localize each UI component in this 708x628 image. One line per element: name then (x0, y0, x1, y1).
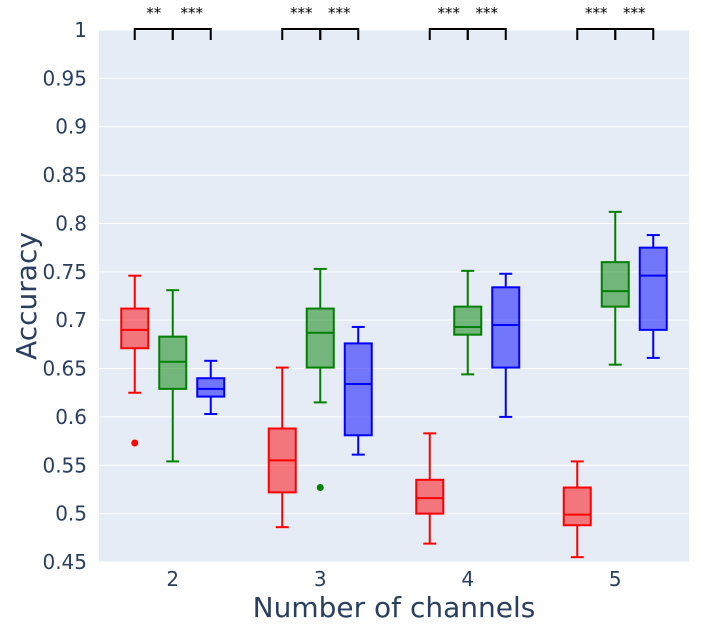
x-axis-title: Number of channels (253, 591, 536, 624)
y-tick-label: 0.7 (55, 308, 87, 332)
box (415, 432, 445, 545)
box-iqr (120, 307, 150, 350)
bracket-line (614, 28, 655, 40)
box-iqr (196, 377, 226, 398)
significance-bracket: *** (319, 4, 360, 40)
box-iqr (453, 305, 483, 336)
bracket-line (466, 28, 507, 40)
x-tick-label: 2 (166, 567, 179, 591)
x-tick-label: 5 (609, 567, 622, 591)
box (491, 272, 521, 418)
y-tick-label: 0.65 (42, 357, 87, 381)
y-tick-label: 0.6 (55, 405, 87, 429)
box (453, 269, 483, 376)
box-iqr (600, 261, 630, 308)
box-iqr (638, 246, 668, 331)
y-tick-label: 0.45 (42, 550, 87, 574)
box-iqr (343, 342, 373, 437)
box (638, 234, 668, 359)
box (158, 289, 188, 463)
significance-bracket: *** (614, 4, 655, 40)
significance-label: *** (438, 4, 461, 22)
bracket-line (171, 28, 212, 40)
box (196, 359, 226, 416)
x-tick-label: 4 (461, 567, 474, 591)
y-tick-label: 0.55 (42, 453, 87, 477)
y-axis-ticks: 0.45 0.5 0.55 0.6 0.65 0.7 0.75 0.8 0.85 0.9 0.95 1 (42, 18, 87, 574)
box (343, 325, 373, 456)
box (120, 274, 150, 447)
significance-label: *** (476, 4, 499, 22)
significance-label: *** (290, 4, 313, 22)
y-tick-label: 0.95 (42, 66, 87, 90)
box (267, 366, 297, 529)
significance-label: *** (585, 4, 608, 22)
outlier-point (316, 484, 324, 492)
box (305, 267, 335, 492)
y-tick-label: 0.9 (55, 115, 87, 139)
x-axis-ticks: 2 3 4 5 (166, 567, 621, 591)
box-iqr (491, 286, 521, 369)
y-tick-label: 0.75 (42, 260, 87, 284)
significance-label: *** (328, 4, 351, 22)
box-iqr (305, 307, 335, 369)
x-tick-label: 3 (314, 567, 327, 591)
bracket-line (319, 28, 360, 40)
y-tick-label: 1 (74, 18, 87, 42)
significance-bracket: *** (466, 4, 507, 40)
box (600, 210, 630, 366)
box (562, 460, 592, 559)
significance-label: *** (623, 4, 646, 22)
plot-background (99, 30, 689, 562)
significance-label: ** (146, 4, 162, 22)
y-tick-label: 0.5 (55, 502, 87, 526)
box-series (120, 210, 668, 559)
significance-bracket: *** (171, 4, 212, 40)
y-tick-label: 0.85 (42, 163, 87, 187)
outlier-point (131, 439, 139, 447)
y-tick-label: 0.8 (55, 211, 87, 235)
significance-label: *** (181, 4, 204, 22)
box-iqr (415, 478, 445, 515)
box-iqr (562, 486, 592, 527)
significance-annotations: ** *** *** *** *** *** *** *** (133, 4, 655, 40)
y-axis-title: Accuracy (10, 232, 43, 360)
